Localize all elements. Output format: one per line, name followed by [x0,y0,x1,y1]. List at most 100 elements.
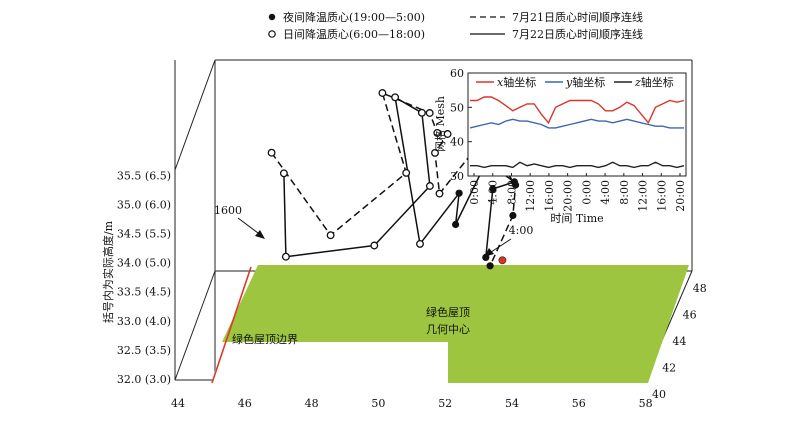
day-centroids [267,89,452,261]
night-centroid-point [452,220,460,229]
legend-day-marker [268,30,276,38]
top-left-diagonal [174,59,216,171]
day-centroid-point [267,148,276,157]
night-centroid-point [486,262,494,270]
inset-series-line [470,161,685,169]
day-centroid-point [425,182,434,190]
depth-tick-label: 46 [683,309,697,322]
z-axis-label: 括号内为实际高度/m [101,220,115,323]
roof-edge-label: 绿色屋顶边界 [232,332,298,346]
x-axis-ticks: 44 46 48 50 52 54 56 58 [171,397,653,410]
day-centroid-point [433,128,442,137]
roof-white-cut [212,342,448,383]
inset-x-tick-label: 8:00 [506,180,519,205]
green-roof-area [222,265,689,383]
day-centroid-point [402,168,411,177]
legend-day-label: 日间降温质心(6:00—18:00) [283,27,425,41]
annotation-1600: 1600 [214,204,242,217]
x-tick-label: 56 [572,397,586,410]
z-tick-label: 34.5 (5.5) [117,228,171,241]
night-centroid-point [455,189,463,197]
day-centroid-point [425,109,434,117]
inset-series [469,96,685,169]
annotations: 1600 4:00 绿色屋顶边界 绿色屋顶 几何中心 [214,204,533,346]
x-tick-label: 44 [171,397,185,410]
depth-tick-label: 44 [672,335,686,348]
x-tick-label: 50 [371,397,385,410]
x-tick-label: 48 [305,397,319,410]
legend-night-label: 夜间降温质心(19:00—5:00) [283,10,425,24]
night-centroid-point [489,185,497,193]
inset-legend-label: x轴坐标 [497,75,536,89]
z-tick-label: 35.0 (6.0) [117,198,171,211]
z-tick-label: 35.5 (6.5) [117,169,171,182]
inset-x-tick-label: 4:00 [599,180,612,205]
inset-x-tick-label: 8:00 [618,180,631,205]
inset-y-label: 网格 Mesh [433,96,447,152]
night-centroid-point [509,211,517,220]
legend-jul21-label: 7月21日质心时间顺序连线 [512,10,643,24]
inset-legend: x轴坐标 y轴坐标 z轴坐标 [476,75,674,89]
day-centroid-point [391,93,400,102]
inset-legend-label: y轴坐标 [565,75,605,89]
arrow-1600-head [255,230,265,239]
z-tick-label: 33.5 (4.5) [117,286,171,299]
inset-y-tick-label: 40 [450,136,464,149]
inset-x-tick-label: 20:00 [562,180,575,212]
x-tick-label: 46 [238,397,252,410]
z-axis-ticks: 32.0 (3.0) 32.5 (3.5) 33.0 (4.0) 33.5 (4.5)… [117,169,171,386]
inset-x-tick-label: 16:00 [655,180,668,212]
inset-legend-label: z轴坐标 [634,75,674,89]
roof-center-label-line1: 绿色屋顶 [426,305,470,319]
day-centroid-point [279,169,288,178]
inset-series-line [470,96,685,125]
roof-plane [211,265,689,384]
roof-edge-line [211,266,252,384]
inset-x-tick-label: 0:00 [580,180,593,205]
inset-y-tick-label: 50 [450,101,464,114]
inset-series-line [469,118,684,129]
inset-x-label: 时间 Time [550,212,603,225]
z-tick-label: 32.0 (3.0) [117,373,171,386]
inset-y-ticks: 30 40 50 60 [450,67,472,183]
z-tick-label: 34.0 (5.0) [117,257,171,270]
inset-chart: x轴坐标 y轴坐标 z轴坐标 30 40 50 60 0:00 4:00 8:00 12:00 1… [433,67,687,225]
inset-x-ticks: 0:00 4:00 8:00 12:00 16:00 20:00 0:00 4:00 8:00 1… [468,173,687,212]
day-centroid-point [443,130,452,138]
z-tick-label: 32.5 (3.5) [117,344,171,357]
depth-tick-label: 42 [662,362,676,375]
base-left-diagonal [174,270,216,381]
inset-y-tick-label: 30 [450,170,464,183]
night-centroid-point [511,181,520,189]
depth-tick-label: 48 [693,282,707,295]
annotation-400: 4:00 [509,224,534,237]
day-centroid-point [378,89,387,97]
x-tick-label: 58 [639,397,653,410]
z-tick-label: 33.0 (4.0) [117,315,171,328]
inset-x-tick-label: 12:00 [524,180,537,212]
inset-x-tick-label: 4:00 [487,180,500,205]
inset-x-tick-label: 0:00 [468,180,481,205]
day-centroid-point [417,108,426,117]
roof-center-label-line2: 几何中心 [426,323,470,336]
day-centroid-point [431,148,439,157]
inset-x-tick-label: 20:00 [674,180,687,212]
inset-x-tick-label: 12:00 [637,180,650,212]
day-centroid-point [281,252,290,261]
inset-x-tick-label: 16:00 [543,180,556,212]
arrow-400-head [484,248,494,257]
main-legend: 夜间降温质心(19:00—5:00) 日间降温质心(6:00—18:00) 7月… [268,10,643,41]
inset-y-tick-label: 60 [450,67,464,80]
roof-center-point [498,256,507,265]
day-centroid-point [326,231,335,240]
legend-jul22-label: 7月22日质心时间顺序连线 [512,27,643,41]
day-centroid-point [416,239,424,248]
x-tick-label: 54 [505,397,519,410]
legend-night-marker [268,13,276,21]
x-tick-label: 52 [438,397,452,410]
depth-axis-ticks: 40 42 44 46 48 [652,282,707,401]
depth-tick-label: 40 [652,388,666,401]
day-centroid-point [435,189,444,198]
day-centroid-point [370,241,379,250]
